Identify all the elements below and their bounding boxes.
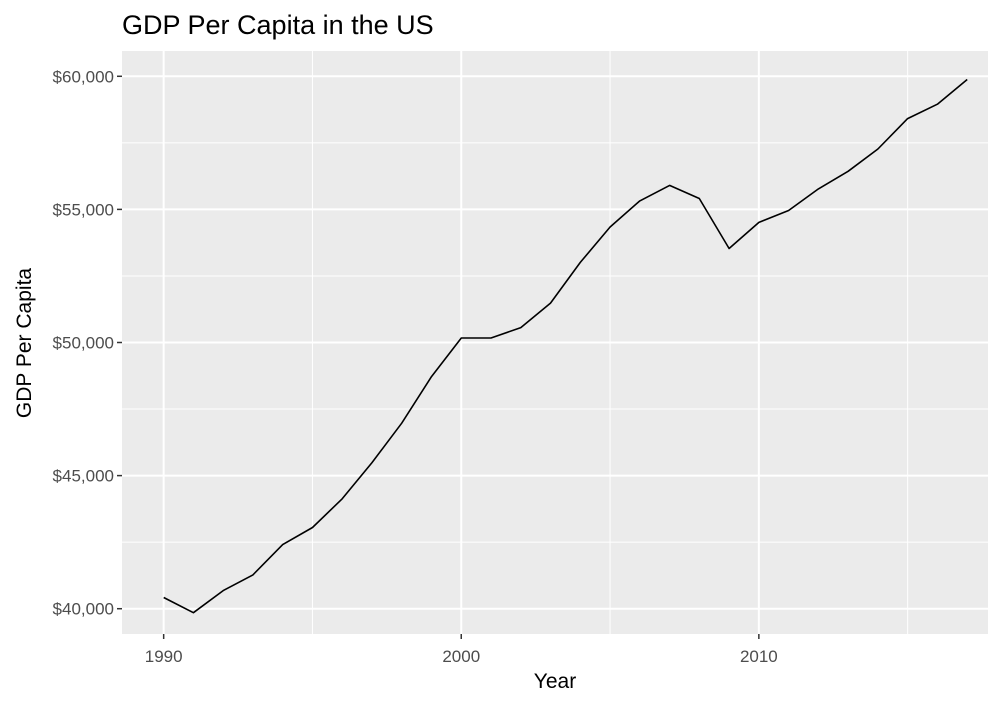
x-tick-label: 2010 [740,647,778,666]
y-tick-label: $40,000 [53,600,114,619]
y-tick-label: $55,000 [53,200,114,219]
axis-ticks: $40,000 $45,000 $50,000 $55,000 $60,000 1990 2… [53,67,778,666]
series-line [163,78,968,614]
y-tick-label: $50,000 [53,334,114,353]
x-tick-label: 2000 [442,647,480,666]
grid-lines [122,51,988,634]
x-axis-title: Year [534,670,576,693]
chart-title: GDP Per Capita in the US [122,10,434,40]
y-tick-label: $60,000 [53,67,114,86]
y-tick-label: $45,000 [53,467,114,486]
x-tick-label: 1990 [145,647,183,666]
series-layer [163,78,968,614]
y-axis-title: GDP Per Capita [13,268,36,418]
